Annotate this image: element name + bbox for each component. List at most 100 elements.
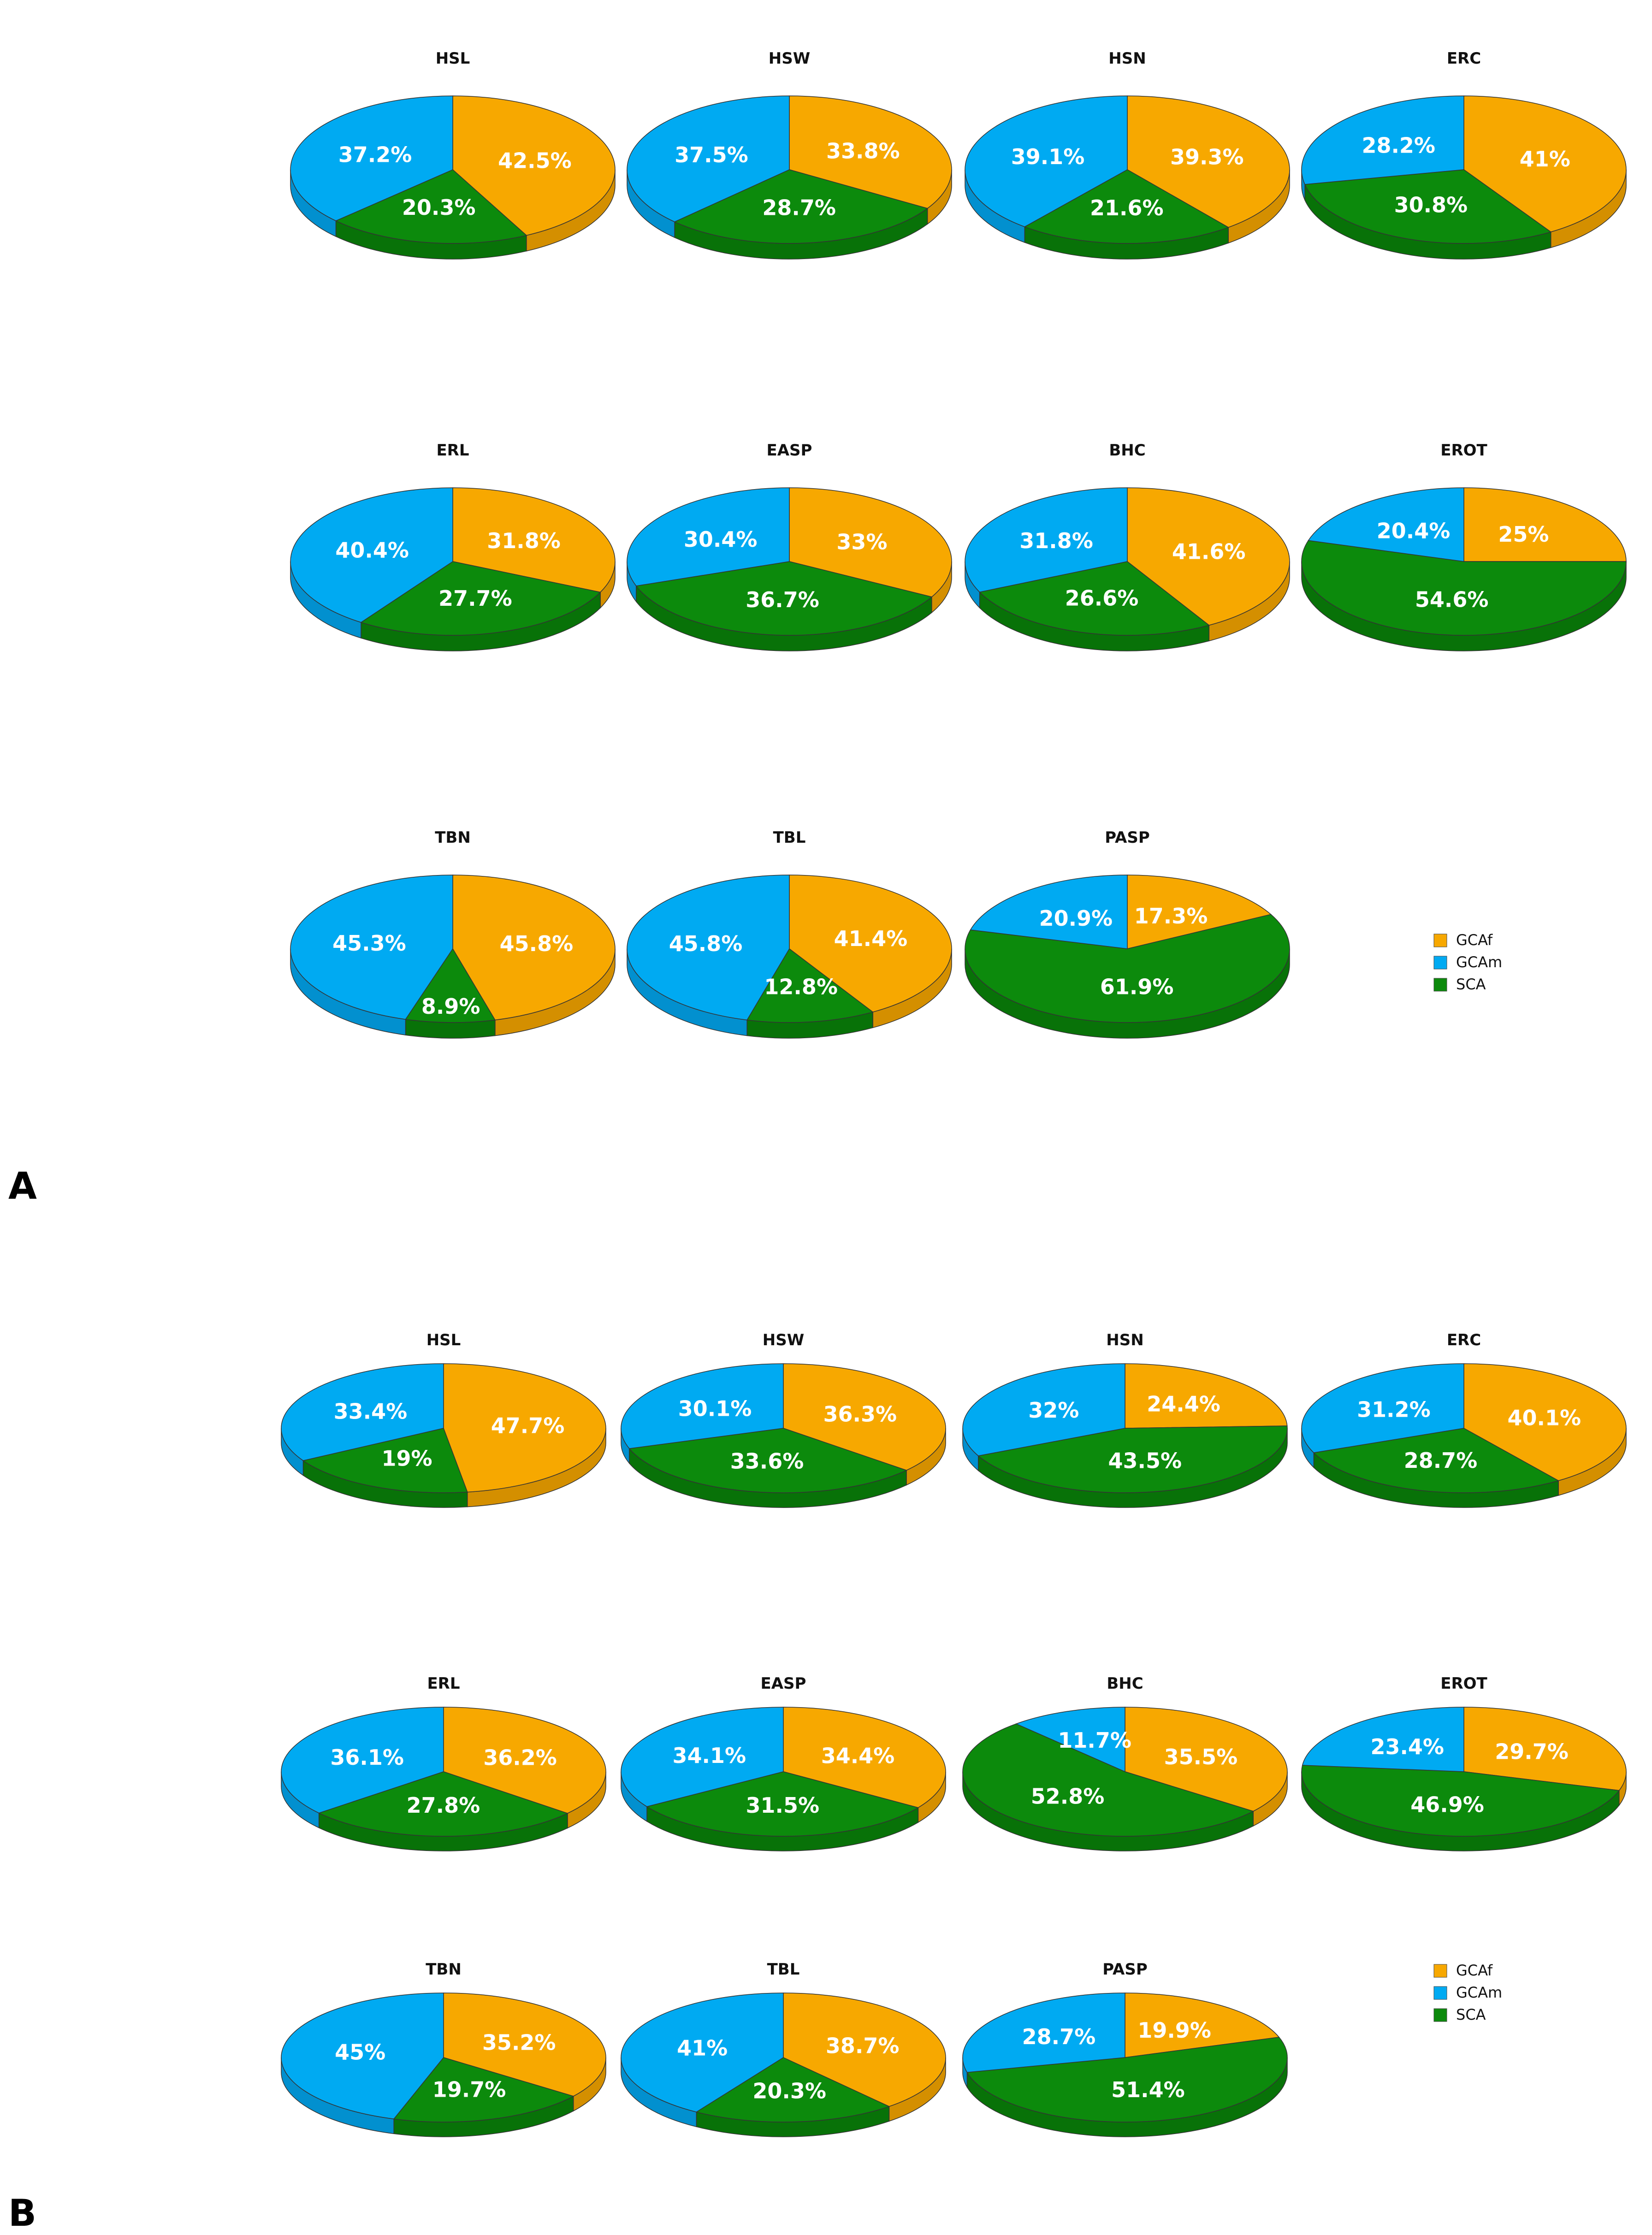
panel-a-bhc-title: BHC: [1109, 441, 1145, 460]
panel-a-erot-gcaf-label: 25%: [1498, 522, 1549, 547]
legend-swatch-gcaf: [1433, 934, 1447, 947]
panel-a-hsn-sca-slice: [1024, 169, 1230, 244]
panel-a-easp-sca-label: 36.7%: [746, 587, 819, 612]
panel-a-bhc-gcaf-label: 41.6%: [1172, 539, 1246, 564]
panel-a-erc-pie-chart: ERC 41% 30.8% 28.2%: [1301, 49, 1627, 260]
panel-b-letter: B: [8, 2192, 36, 2235]
panel-b-hsl-gcam-slice: [281, 1363, 444, 1461]
panel-a-easp-gcam-label: 30.4%: [684, 527, 758, 552]
panel-b-erc-sca-label: 28.7%: [1404, 1448, 1478, 1473]
panel-b-easp-pie-chart: EASP 34.4% 31.5%34.1%: [621, 1674, 946, 1851]
panel-a-hsn-gcam-slice: [965, 95, 1128, 227]
panel-a-easp-pie-chart: EASP 33% 36.7% 30.4%: [627, 441, 952, 651]
panel-a-erot-gcam-slice: [1308, 487, 1464, 562]
panel-b-tbl-gcaf-slice: [783, 1993, 946, 2107]
panel-b-hsw-sca-slice: [628, 1428, 907, 1493]
panel-b-easp-gcam-slice: [621, 1707, 784, 1807]
panel-b-easp-gcam-label: 34.1%: [673, 1743, 746, 1768]
panel-a-erc-gcam-label: 28.2%: [1362, 133, 1435, 158]
panel-b-erc-title: ERC: [1447, 1331, 1481, 1349]
panel-a-erl-sca-slice: [360, 561, 601, 636]
panel-b-erc-sca-slice: [1313, 1428, 1560, 1493]
panel-b-easp-title: EASP: [761, 1674, 806, 1693]
panel-b-tbl-title: TBL: [767, 1960, 800, 1979]
panel-b-hsw-sca-label: 33.6%: [730, 1449, 804, 1473]
panel-a-hsn-gcaf-slice: [1127, 95, 1290, 228]
panel-b-bhc-gcaf-label: 35.5%: [1164, 1744, 1238, 1769]
panel-b-tbn-sca-label: 19.7%: [432, 2077, 506, 2102]
panel-b-hsl-sca-slice: [302, 1428, 468, 1493]
panel-b-hsn-gcaf-label: 24.4%: [1147, 1392, 1220, 1417]
panel-a-tbl-gcam-slice: [627, 875, 790, 1021]
panel-a-erl-sca-label: 27.7%: [438, 586, 512, 611]
panel-a-hsl-pie-chart: HSL 42.5% 20.3% 37.2%: [290, 49, 616, 260]
panel-b-erl-gcam-label: 36.1%: [330, 1745, 404, 1770]
panel-a-erl-gcam-label: 40.4%: [335, 538, 409, 562]
panel-a-hsl-title: HSL: [436, 49, 470, 68]
panel-a-erl-pie-chart: ERL 31.8% 27.7% 40.4%: [290, 441, 616, 651]
panel-b-tbn-gcam-label: 45%: [335, 2040, 385, 2065]
panel-b-tbl-sca-slice: [695, 2057, 890, 2123]
panel-a-bhc-gcam-slice: [965, 487, 1128, 593]
panel-b-erl-title: ERL: [427, 1674, 460, 1693]
panel-a-erc-sca-slice: [1304, 169, 1552, 244]
panel-a-hsw-gcam-slice: [627, 95, 790, 222]
panel-b-erl-sca-slice: [318, 1771, 568, 1837]
panel-b-pasp-gcaf-slice: [1125, 1993, 1280, 2058]
panel-a-tbl-pie-chart: TBL 41.4% 12.8% 45.8%: [627, 828, 952, 1039]
panel-b-pasp-title: PASP: [1102, 1960, 1148, 1979]
panel-b-tbn-gcaf-slice: [443, 1993, 606, 2097]
panel-a-pasp-gcam-label: 20.9%: [1039, 906, 1113, 931]
legend-label-sca: SCA: [1456, 2006, 1486, 2023]
panel-a-bhc-gcam-label: 31.8%: [1019, 528, 1093, 553]
panel-a-tbn-gcaf-slice: [452, 875, 616, 1021]
panel-a-tbl-gcaf-slice: [789, 875, 952, 1013]
panel-a-tbl-title: TBL: [773, 828, 806, 847]
panel-b-hsw-gcaf-slice: [783, 1363, 946, 1471]
panel-a: A HSL42.5%20.3%37.2%HSW33.8%28.7%37.5%HS…: [8, 49, 1627, 1207]
panel-b-bhc-gcaf-slice: [1125, 1707, 1288, 1812]
panel-b-hsn-title: HSN: [1106, 1331, 1143, 1349]
panel-a-hsl-gcaf-slice: [452, 95, 616, 236]
panel-a-hsl-gcam-slice: [290, 95, 453, 221]
panel-a-hsl-gcaf-label: 42.5%: [498, 148, 572, 173]
panel-a-erc-sca-label: 30.8%: [1394, 193, 1468, 218]
panel-a-tbl-gcaf-label: 41.4%: [834, 926, 908, 951]
panel-a-tbn-sca-label: 8.9%: [421, 994, 480, 1019]
panel-a-bhc-sca-slice: [979, 561, 1210, 636]
panel-b-legend: GCAf GCAm SCA: [1433, 1962, 1502, 2023]
panel-a-tbn-gcam-label: 45.3%: [332, 931, 406, 956]
panel-a-pasp-gcam-slice: [970, 875, 1128, 949]
legend-label-gcaf: GCAf: [1456, 931, 1493, 949]
panel-a-erc-gcaf-label: 41%: [1520, 147, 1570, 171]
panel-a-easp-gcam-slice: [627, 487, 790, 586]
panel-b-hsn-gcam-label: 32%: [1028, 1398, 1079, 1423]
panel-a-tbn-pie-chart: TBN 45.8% 8.9% 45.3%: [290, 828, 616, 1039]
panel-b-easp-gcaf-label: 34.4%: [821, 1744, 895, 1768]
legend-swatch-sca: [1433, 978, 1447, 992]
panel-b-pasp-gcam-label: 28.7%: [1022, 2024, 1096, 2049]
panel-b-erc-gcaf-label: 40.1%: [1507, 1406, 1581, 1431]
panel-b-bhc-sca-label: 52.8%: [1031, 1784, 1105, 1809]
panel-a-hsn-gcam-label: 39.1%: [1011, 144, 1085, 169]
legend-label-gcaf: GCAf: [1456, 1962, 1493, 1979]
panel-a-bhc-pie-chart: BHC 41.6% 26.6% 31.8%: [965, 441, 1290, 651]
panel-b-erot-gcaf-slice: [1463, 1707, 1627, 1791]
panel-b-hsw-gcaf-label: 36.3%: [823, 1402, 897, 1427]
panel-b-erl-pie-chart: ERL 36.2%27.8%36.1%: [281, 1674, 606, 1851]
panel-a-charts: HSL 42.5% 20.3% 37.2% HSW 33.8% 28.7% 37.5% HSN 3…: [290, 49, 1627, 1039]
panel-b-tbl-sca-label: 20.3%: [752, 2079, 826, 2104]
panel-a-tbn-sca-slice: [405, 948, 496, 1023]
panel-b-hsl-gcaf-slice: [443, 1363, 606, 1493]
panel-a-hsw-gcaf-slice: [789, 95, 952, 209]
panel-b-tbl-gcam-slice: [621, 1993, 784, 2113]
panel-b-tbl-gcam-label: 41%: [677, 2036, 728, 2061]
panel-b-bhc-sca-slice: [962, 1723, 1255, 1837]
panel-a-pasp-sca-label: 61.9%: [1100, 975, 1174, 999]
panel-b-bhc-gcam-label: 11.7%: [1058, 1728, 1131, 1753]
panel-b-tbl-gcaf-label: 38.7%: [826, 2034, 900, 2058]
panel-a-legend: GCAf GCAm SCA: [1433, 931, 1502, 993]
panel-a-pasp-gcaf-slice: [1127, 875, 1272, 949]
panel-b-erot-gcaf-label: 29.7%: [1495, 1739, 1569, 1764]
